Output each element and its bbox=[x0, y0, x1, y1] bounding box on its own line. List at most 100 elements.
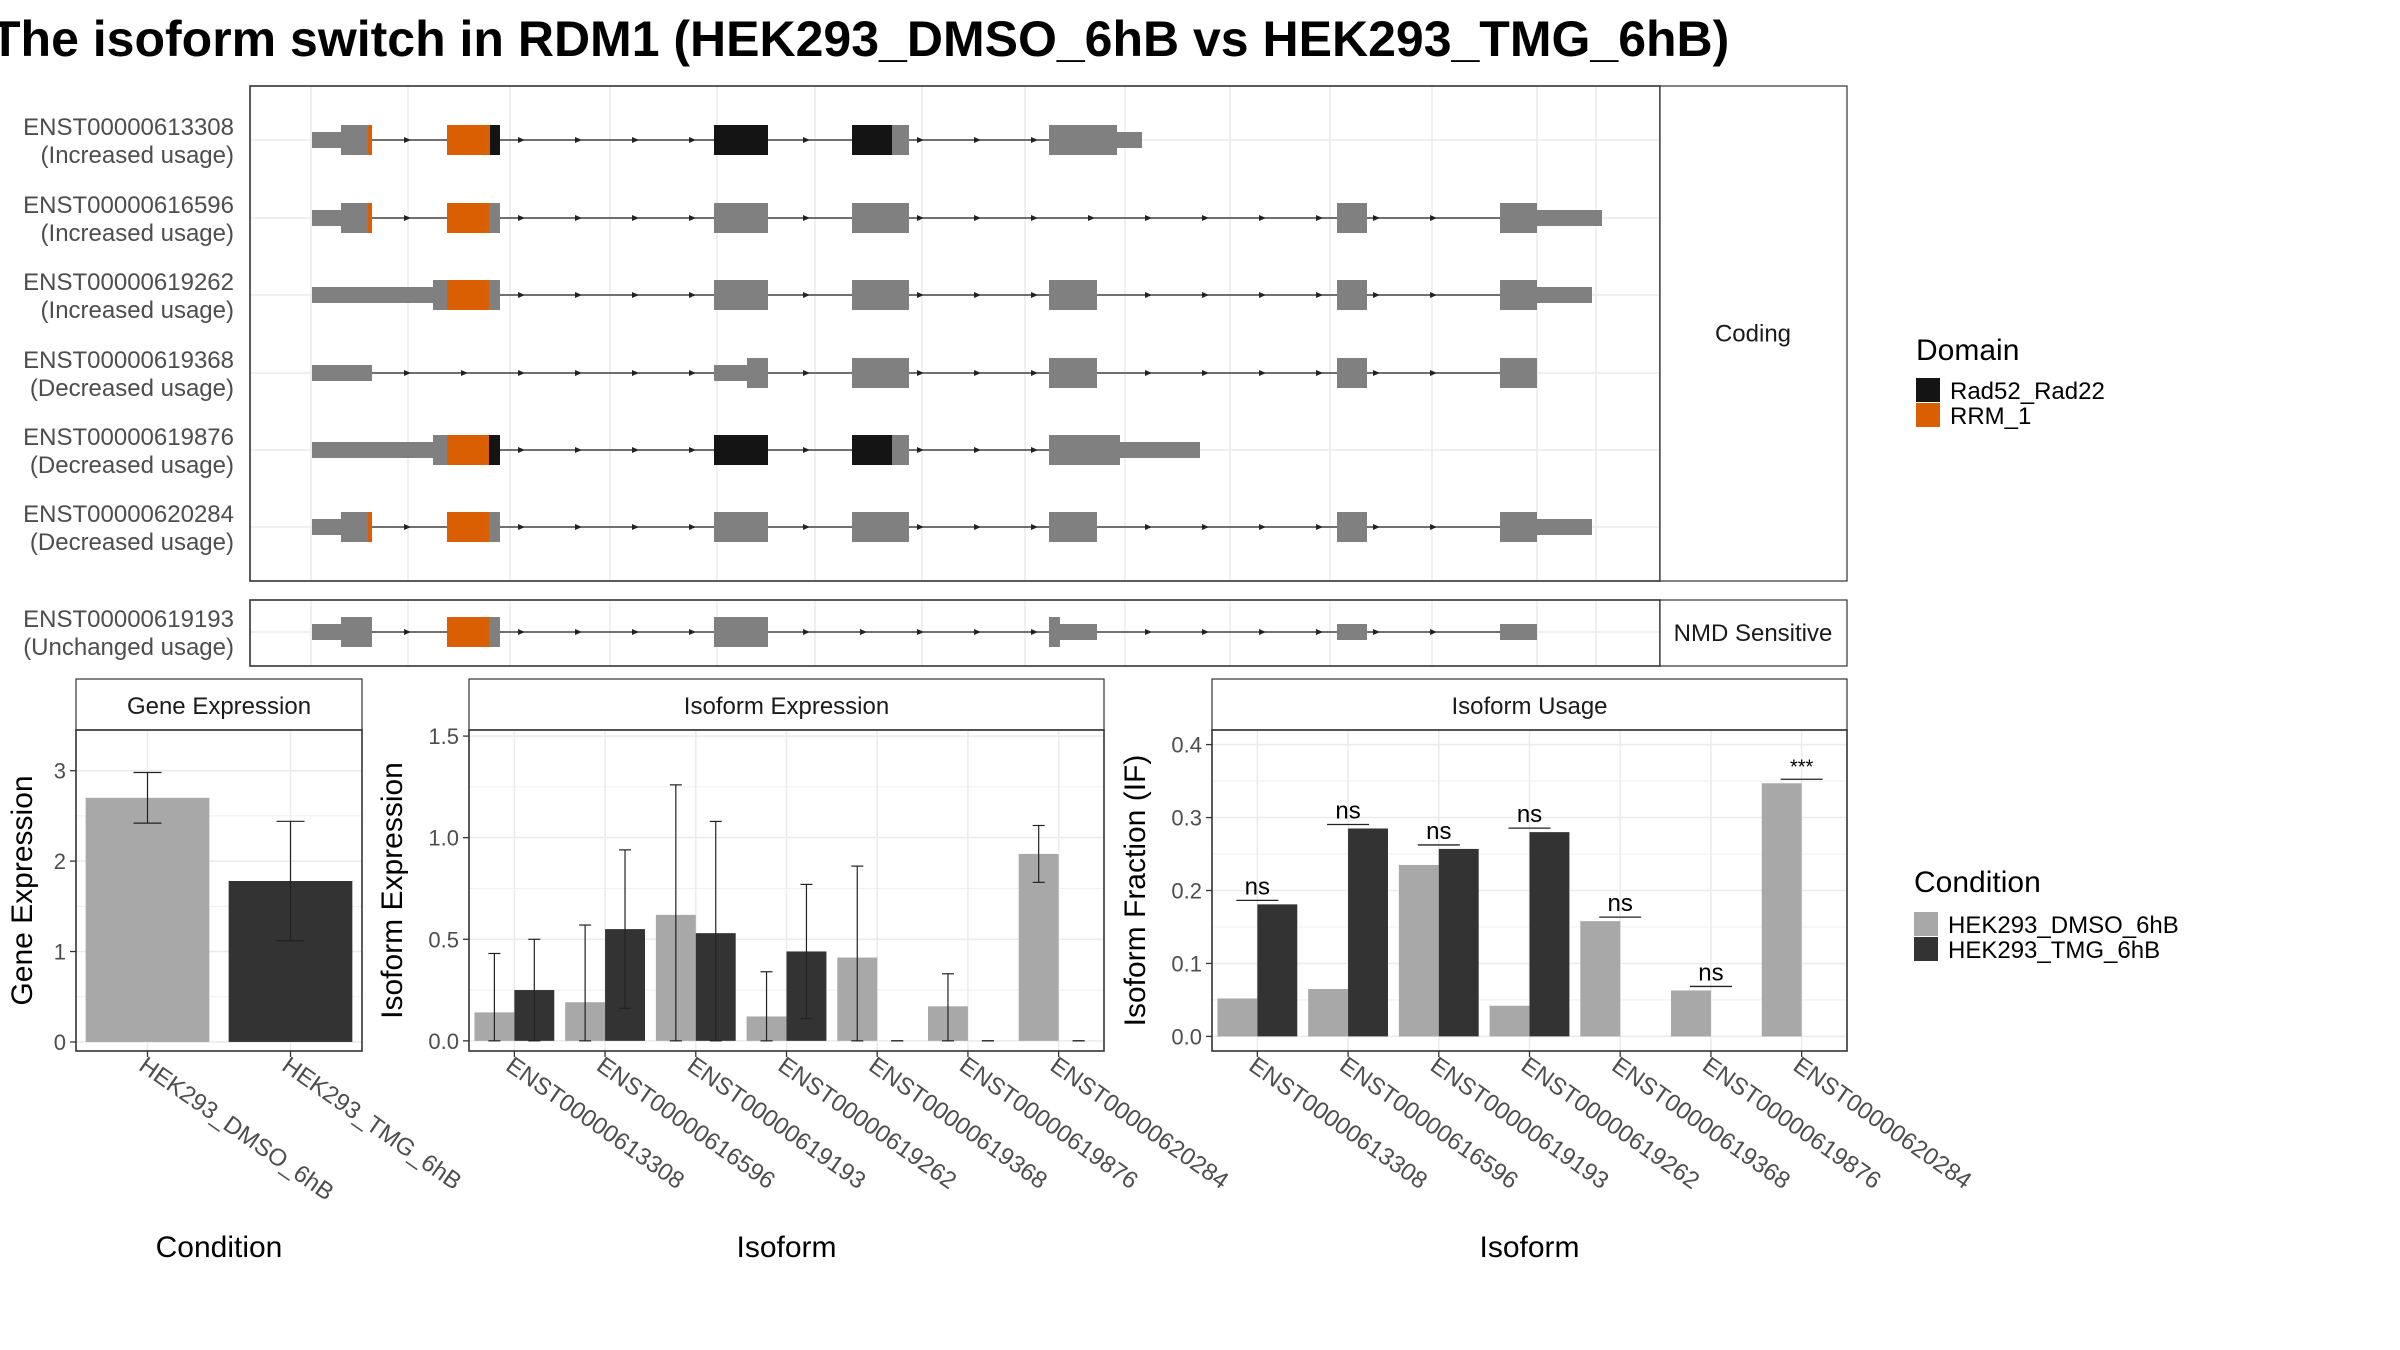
bar bbox=[1018, 853, 1059, 1041]
y-axis-title: Isoform Expression bbox=[376, 762, 409, 1019]
bar bbox=[1580, 921, 1621, 1037]
structure-strip-label: Coding bbox=[1715, 321, 1791, 348]
intron-direction-arrow bbox=[1316, 629, 1323, 635]
intron-direction-arrow bbox=[1031, 137, 1038, 143]
isoform-label-usage: (Decreased usage) bbox=[30, 452, 234, 479]
exon-block bbox=[1500, 512, 1537, 542]
intron-direction-arrow bbox=[689, 524, 696, 530]
bar bbox=[1398, 864, 1439, 1037]
intron-direction-arrow bbox=[689, 370, 696, 376]
y-tick-label: 0.0 bbox=[428, 1029, 459, 1054]
condition-legend-label-tmg: HEK293_TMG_6hB bbox=[1948, 937, 2160, 964]
intron-direction-arrow bbox=[632, 292, 639, 298]
isoform-label-usage: (Increased usage) bbox=[41, 220, 234, 247]
domain-legend-title: Domain bbox=[1916, 334, 2019, 367]
significance-label: ns bbox=[1698, 959, 1723, 986]
intron-direction-arrow bbox=[689, 292, 696, 298]
y-tick-label: 0.2 bbox=[1171, 879, 1202, 904]
exon-block bbox=[489, 617, 500, 647]
significance-label: *** bbox=[1790, 756, 1814, 778]
condition-legend-label-dmso: HEK293_DMSO_6hB bbox=[1948, 912, 2179, 939]
strip-box bbox=[1659, 599, 1848, 667]
intron-direction-arrow bbox=[632, 447, 639, 453]
intron-direction-arrow bbox=[632, 629, 639, 635]
exon-block bbox=[1049, 358, 1097, 388]
y-tick-label: 0.3 bbox=[1171, 806, 1202, 831]
isoform-structure-panel: ENST00000613308 (Increased usage) ENST0000… bbox=[23, 85, 1848, 667]
intron-direction-arrow bbox=[575, 137, 582, 143]
figure-title: The isoform switch in RDM1 (HEK293_DMSO_… bbox=[0, 11, 1729, 67]
significance-label: ns bbox=[1517, 801, 1542, 828]
domain-legend-key-rrm bbox=[1916, 403, 1940, 427]
intron-direction-arrow bbox=[1259, 292, 1266, 298]
rrm-domain-block bbox=[447, 203, 489, 233]
isoform-label-id: ENST00000619368 bbox=[23, 347, 234, 374]
exon-block bbox=[341, 617, 368, 647]
intron-direction-arrow bbox=[575, 447, 582, 453]
isoform-row-ENST00000620284: ENST00000620284(Decreased usage) bbox=[23, 501, 1660, 556]
y-tick-label: 0.4 bbox=[1171, 733, 1202, 758]
exon-block bbox=[368, 617, 372, 647]
y-tick-label: 1.0 bbox=[428, 826, 459, 851]
intron-direction-arrow bbox=[1145, 524, 1152, 530]
domain-legend: Domain Rad52_Rad22 RRM_1 bbox=[1916, 334, 2105, 430]
utr-block bbox=[1537, 287, 1592, 303]
exon-block bbox=[341, 203, 368, 233]
isoform-label-usage: (Decreased usage) bbox=[30, 375, 234, 402]
structure-group-nmd-sensitive: ENST00000619193(Unchanged usage) NMD Sens… bbox=[23, 599, 1848, 667]
y-tick-label: 1 bbox=[54, 940, 66, 965]
y-tick-label: 0.5 bbox=[428, 927, 459, 952]
bar bbox=[1217, 998, 1258, 1037]
intron-direction-arrow bbox=[1031, 292, 1038, 298]
domain-legend-label-rrm: RRM_1 bbox=[1950, 403, 2031, 430]
chart-panel-isoform-usage: Isoform Usage ns ns ns ns ns ns *** 0.0 0.1 0.2 0.3… bbox=[1119, 678, 1976, 1264]
intron-direction-arrow bbox=[917, 629, 924, 635]
isoform-row-ENST00000619368: ENST00000619368(Decreased usage) bbox=[23, 347, 1660, 402]
intron-direction-arrow bbox=[1031, 370, 1038, 376]
intron-direction-arrow bbox=[974, 629, 981, 635]
intron-direction-arrow bbox=[1202, 370, 1209, 376]
intron-direction-arrow bbox=[575, 629, 582, 635]
intron-direction-arrow bbox=[689, 215, 696, 221]
bar bbox=[1529, 832, 1570, 1037]
condition-legend-key-tmg bbox=[1914, 937, 1938, 961]
exon-block bbox=[489, 280, 500, 310]
intron-direction-arrow bbox=[518, 370, 525, 376]
panel-strip-label: Isoform Expression bbox=[684, 693, 889, 720]
exon-block bbox=[341, 512, 368, 542]
exon-block bbox=[714, 512, 768, 542]
domain-legend-key-rad52 bbox=[1916, 378, 1940, 402]
intron-direction-arrow bbox=[1145, 629, 1152, 635]
exon-block bbox=[489, 203, 500, 233]
exon-block bbox=[341, 125, 368, 155]
exon-block bbox=[852, 280, 909, 310]
utr-block bbox=[1537, 519, 1592, 535]
exon-block bbox=[747, 358, 768, 388]
intron-direction-arrow bbox=[974, 524, 981, 530]
intron-direction-arrow bbox=[917, 215, 924, 221]
intron-direction-arrow bbox=[1430, 524, 1437, 530]
intron-direction-arrow bbox=[1259, 215, 1266, 221]
intron-direction-arrow bbox=[1202, 292, 1209, 298]
intron-direction-arrow bbox=[1259, 524, 1266, 530]
intron-direction-arrow bbox=[518, 137, 525, 143]
intron-direction-arrow bbox=[1373, 524, 1380, 530]
isoform-label-id: ENST00000613308 bbox=[23, 114, 234, 141]
isoform-label-usage: (Decreased usage) bbox=[30, 529, 234, 556]
isoform-row-ENST00000619193: ENST00000619193(Unchanged usage) bbox=[23, 606, 1660, 661]
exon-block bbox=[714, 617, 768, 647]
intron-direction-arrow bbox=[689, 447, 696, 453]
exon-block bbox=[433, 280, 447, 310]
exon-block bbox=[1500, 358, 1537, 388]
intron-direction-arrow bbox=[689, 629, 696, 635]
intron-direction-arrow bbox=[575, 370, 582, 376]
chart-panel-isoform-expression: Isoform Expression0.00.51.01.5ENST000006… bbox=[376, 678, 1233, 1264]
utr-block bbox=[1537, 210, 1602, 226]
domain-legend-label-rad52: Rad52_Rad22 bbox=[1950, 378, 2105, 405]
intron-direction-arrow bbox=[1430, 629, 1437, 635]
condition-legend: Condition HEK293_DMSO_6hB HEK293_TMG_6hB bbox=[1914, 866, 2179, 964]
significance-label: ns bbox=[1245, 873, 1270, 900]
intron-direction-arrow bbox=[632, 137, 639, 143]
exon-block bbox=[433, 435, 447, 465]
